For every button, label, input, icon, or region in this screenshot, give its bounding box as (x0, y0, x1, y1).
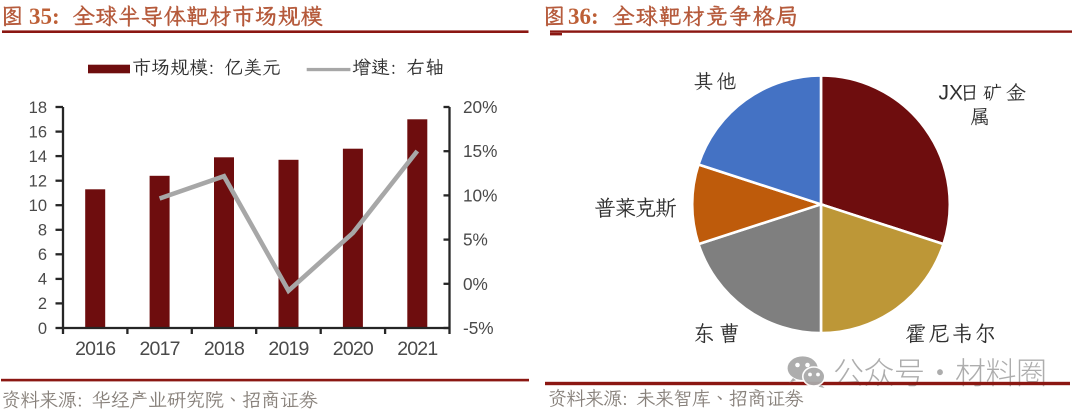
svg-text:JX: JX (939, 82, 964, 105)
svg-text:2021: 2021 (397, 338, 437, 360)
svg-text:0%: 0% (463, 274, 488, 294)
svg-text:2019: 2019 (268, 338, 308, 360)
svg-text:16: 16 (29, 123, 47, 141)
svg-text:18: 18 (29, 99, 47, 117)
svg-text:2017: 2017 (140, 338, 180, 360)
svg-text:8: 8 (38, 222, 47, 240)
svg-text:5%: 5% (463, 230, 488, 250)
svg-text:35:: 35: (29, 4, 60, 29)
svg-text:15%: 15% (463, 141, 497, 161)
svg-text:10: 10 (29, 197, 47, 215)
svg-text:-5%: -5% (463, 318, 494, 338)
svg-text:2: 2 (38, 295, 47, 313)
svg-text:14: 14 (29, 148, 47, 166)
svg-text:4: 4 (38, 271, 47, 289)
svg-text:12: 12 (29, 173, 47, 191)
svg-text:2016: 2016 (75, 338, 115, 360)
svg-text:6: 6 (38, 246, 47, 264)
svg-text:0: 0 (38, 320, 47, 338)
svg-text:20%: 20% (463, 97, 497, 117)
svg-text:2020: 2020 (333, 338, 374, 360)
svg-text:36:: 36: (568, 4, 599, 29)
svg-text:2018: 2018 (204, 338, 244, 360)
svg-text:10%: 10% (463, 185, 497, 205)
